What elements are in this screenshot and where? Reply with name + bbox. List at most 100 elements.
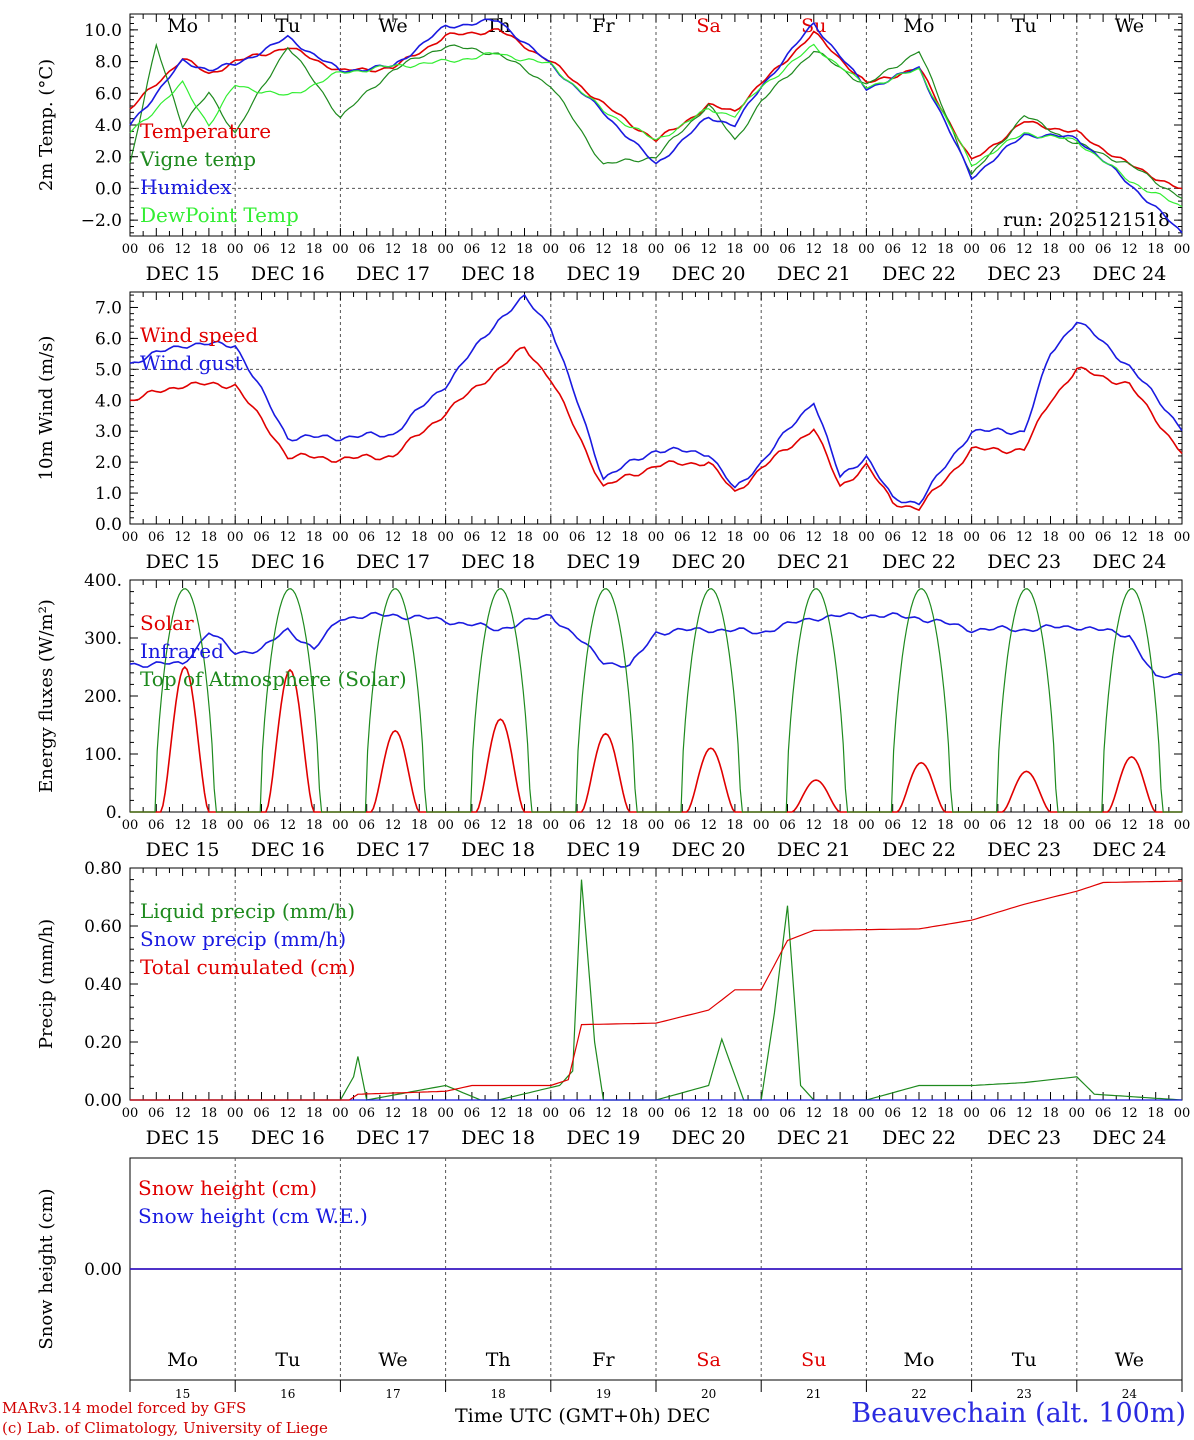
hour-tick-label: 18 [516, 818, 533, 833]
hour-tick-label: 18 [937, 818, 954, 833]
legend-entry: Snow height (cm W.E.) [138, 1204, 368, 1228]
hour-tick-label: 18 [1042, 530, 1059, 545]
hour-tick-label: 06 [990, 530, 1007, 545]
hour-tick-label: 18 [621, 530, 638, 545]
hour-tick-label: 18 [306, 242, 323, 257]
hour-tick-label: 12 [806, 242, 823, 257]
hour-tick-label: 00 [753, 530, 770, 545]
panel-energy: 400. 300. 200. 100. 0. Energy fluxes (W/m²) 00… [36, 571, 1190, 861]
date-label: DEC 20 [672, 263, 746, 285]
hour-tick-label: 12 [700, 530, 717, 545]
hour-tick-label: 06 [148, 530, 165, 545]
y-tick-label: 10.0 [84, 21, 122, 41]
series-line-dewpoint-temp [129, 43, 1183, 208]
panel-wind: 7.0 6.0 5.0 4.0 3.0 2.0 1.0 0.0 10m Wind (m/s) 00… [36, 291, 1191, 573]
hour-tick-label: 18 [516, 242, 533, 257]
legend-entry: DewPoint Temp [140, 203, 299, 227]
hour-tick-label: 06 [674, 242, 691, 257]
legend-entry: Total cumulated (cm) [140, 955, 356, 979]
legend-entry: Top of Atmosphere (Solar) [140, 667, 407, 691]
hour-tick-label: 12 [700, 1106, 717, 1121]
y-tick-label: 0.80 [84, 859, 122, 879]
hour-tick-label: 12 [1121, 818, 1138, 833]
hour-tick-label: 00 [1174, 242, 1191, 257]
weekday-label: We [378, 1349, 407, 1371]
hour-tick-label: 00 [753, 818, 770, 833]
hour-tick-label: 06 [674, 1106, 691, 1121]
y-tick-label: 300. [84, 629, 122, 649]
date-label: DEC 15 [146, 551, 220, 573]
hour-tick-label: 06 [1095, 530, 1112, 545]
y-axis-label: Energy fluxes (W/m²) [36, 599, 57, 793]
legend-entry: Wind speed [140, 323, 258, 347]
hour-tick-label: 00 [648, 818, 665, 833]
time-axis-label: Time UTC (GMT+0h) DEC [455, 1405, 710, 1427]
run-label: run: 2025121518 [1003, 209, 1170, 231]
day-number-label: 15 [175, 1387, 190, 1401]
weekday-label: Mo [167, 15, 198, 37]
y-tick-label: 4.0 [95, 116, 122, 136]
day-number-label: 22 [911, 1387, 926, 1401]
hour-tick-label: 12 [490, 530, 507, 545]
weekday-label: Tu [1012, 1349, 1037, 1371]
hour-tick-label: 18 [832, 242, 849, 257]
hour-tick-label: 12 [1016, 530, 1033, 545]
date-label: DEC 19 [566, 839, 640, 861]
date-label: DEC 15 [146, 839, 220, 861]
series-line-humidex [129, 18, 1183, 234]
hour-tick-label: 00 [122, 242, 139, 257]
hour-tick-label: 12 [174, 818, 191, 833]
panel-snow: 0.00 Snow height (cm) Mo Tu We Th Fr Sa Su Mo Tu We… [36, 1157, 1183, 1401]
series-line-top-of-atmosphere-solar [130, 588, 1182, 813]
legend-entry: Liquid precip (mm/h) [140, 899, 355, 923]
y-axis-label: Snow height (cm) [36, 1188, 57, 1349]
month-label: DEC [666, 1405, 711, 1427]
hour-tick-label: 06 [990, 242, 1007, 257]
hour-tick-label: 00 [437, 1106, 454, 1121]
legend-entry: Snow height (cm) [138, 1176, 317, 1200]
date-label: DEC 22 [882, 839, 956, 861]
hour-tick-label: 18 [201, 1106, 218, 1121]
date-label: DEC 16 [251, 551, 325, 573]
day-number-label: 18 [491, 1387, 506, 1401]
y-tick-label: −2.0 [81, 211, 122, 231]
lab-credit: (c) Lab. of Climatology, University of L… [2, 1419, 328, 1437]
day-number-label: 24 [1122, 1387, 1138, 1401]
date-label: DEC 19 [566, 1127, 640, 1149]
weekday-label: Tu [275, 15, 300, 37]
hour-tick-label: 18 [306, 530, 323, 545]
y-tick-label: 100. [84, 745, 122, 765]
y-tick-label: 2.0 [95, 148, 122, 168]
hour-tick-label: 00 [963, 530, 980, 545]
y-tick-label: 0.40 [84, 975, 122, 995]
weekday-label: Tu [275, 1349, 300, 1371]
hour-tick-label: 18 [621, 818, 638, 833]
y-tick-label: 6.0 [95, 329, 122, 349]
y-tick-label: 7.0 [95, 298, 122, 318]
y-tick-label: 0.00 [84, 1260, 122, 1280]
hour-tick-label: 18 [727, 818, 744, 833]
date-label: DEC 22 [882, 263, 956, 285]
day-number-label: 19 [596, 1387, 611, 1401]
date-label: DEC 18 [461, 551, 535, 573]
hour-tick-label: 12 [700, 818, 717, 833]
date-label: DEC 16 [251, 839, 325, 861]
hour-tick-label: 00 [437, 530, 454, 545]
hour-tick-label: 06 [569, 818, 586, 833]
weekday-label: Th [486, 15, 511, 37]
date-label: DEC 17 [356, 551, 430, 573]
hour-tick-label: 00 [963, 818, 980, 833]
hour-tick-label: 18 [1147, 818, 1164, 833]
hour-tick-label: 00 [648, 242, 665, 257]
date-label: DEC 24 [1092, 263, 1166, 285]
series-line-temperature [129, 28, 1183, 190]
hour-tick-label: 00 [1174, 818, 1191, 833]
hour-tick-label: 00 [1174, 530, 1191, 545]
hour-tick-label: 00 [1069, 1106, 1086, 1121]
hour-tick-label: 18 [937, 530, 954, 545]
hour-tick-label: 00 [963, 1106, 980, 1121]
date-label: DEC 16 [251, 1127, 325, 1149]
hour-tick-label: 12 [595, 242, 612, 257]
hour-tick-label: 00 [543, 1106, 560, 1121]
hour-tick-label: 06 [358, 242, 375, 257]
